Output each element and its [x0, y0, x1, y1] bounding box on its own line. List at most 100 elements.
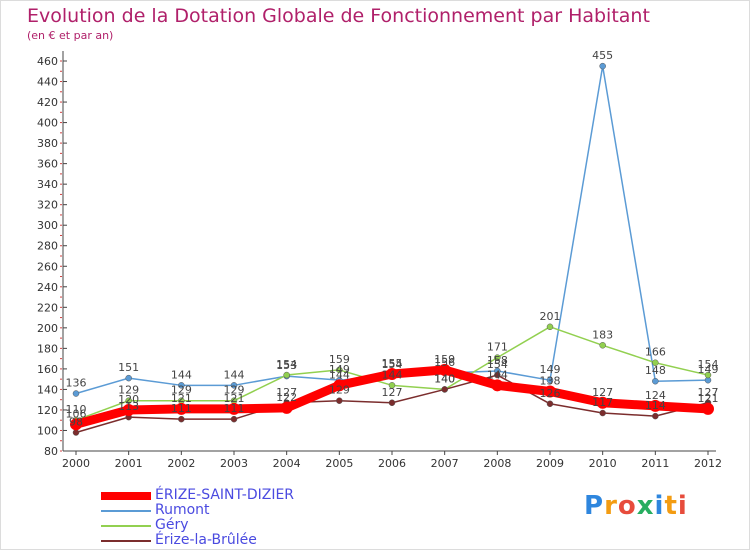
y-tick-label: 280 — [37, 240, 58, 253]
legend-item: Rumont — [101, 503, 294, 518]
legend-swatch — [101, 524, 151, 527]
data-label: 117 — [592, 396, 613, 409]
y-tick-label: 200 — [37, 322, 58, 335]
data-point — [491, 379, 504, 392]
chart-title: Evolution de la Dotation Globale de Fonc… — [27, 5, 650, 27]
y-tick-label: 80 — [44, 445, 58, 458]
data-label: 124 — [645, 389, 666, 402]
data-label: 127 — [698, 386, 719, 399]
data-label: 138 — [540, 374, 561, 387]
data-point — [125, 374, 132, 382]
proxiti-logo: Proxiti — [584, 491, 688, 521]
y-tick-label: 120 — [37, 404, 58, 417]
data-label: 159 — [434, 353, 455, 366]
legend-swatch — [101, 509, 151, 512]
data-label: 121 — [224, 392, 245, 405]
y-tick-label: 220 — [37, 301, 58, 314]
y-tick-label: 440 — [37, 76, 58, 89]
x-tick-label: 2000 — [62, 457, 90, 470]
chart-series — [70, 62, 714, 436]
legend-label: Géry — [155, 517, 189, 533]
data-point — [652, 359, 659, 366]
data-label: 455 — [592, 49, 613, 62]
data-point — [652, 377, 659, 385]
y-tick-label: 160 — [37, 363, 58, 376]
data-point — [230, 415, 238, 423]
data-point — [599, 62, 606, 70]
data-label: 122 — [276, 391, 297, 404]
data-point — [280, 401, 293, 414]
data-label: 144 — [382, 368, 403, 381]
y-tick-label: 360 — [37, 158, 58, 171]
data-point — [70, 418, 82, 431]
data-point — [546, 376, 554, 384]
legend-label: Érize-la-Brûlée — [155, 532, 257, 548]
data-label: 144 — [487, 368, 508, 381]
x-tick-label: 2010 — [589, 457, 617, 470]
legend-item: Géry — [101, 518, 294, 533]
data-label: 127 — [276, 386, 297, 399]
data-label: 140 — [434, 372, 455, 385]
data-point — [178, 382, 185, 389]
logo-letter: x — [636, 491, 655, 521]
legend-label: Rumont — [155, 502, 210, 518]
y-tick-label: 340 — [37, 178, 58, 191]
data-point — [546, 323, 554, 331]
data-label: 154 — [382, 358, 403, 371]
y-tick-label: 320 — [37, 199, 58, 212]
data-point — [704, 371, 712, 379]
y-tick-label: 260 — [37, 260, 58, 273]
data-point — [72, 429, 80, 436]
data-point — [336, 366, 343, 374]
legend-swatch — [101, 539, 151, 542]
y-tick-label: 100 — [37, 424, 58, 437]
data-point — [386, 368, 398, 381]
chart-legend: ÉRIZE-SAINT-DIZIER Rumont Géry Érize-la-Brû… — [101, 488, 294, 548]
data-point — [494, 371, 501, 379]
y-tick-label: 380 — [37, 137, 58, 150]
data-label: 121 — [698, 392, 719, 405]
data-label: 158 — [487, 354, 508, 367]
data-label: 126 — [540, 387, 561, 400]
data-label: 111 — [171, 402, 192, 415]
x-tick-label: 2001 — [115, 457, 143, 470]
data-point — [544, 385, 556, 398]
data-point — [441, 386, 448, 393]
logo-letter: P — [584, 491, 605, 521]
data-label: 98 — [69, 416, 83, 429]
logo-letter: i — [654, 491, 665, 521]
data-label: 149 — [329, 363, 350, 376]
data-label: 129 — [224, 384, 245, 397]
data-point — [228, 402, 240, 415]
data-label: 120 — [118, 393, 139, 406]
logo-letter: t — [664, 491, 678, 521]
chart-axes: 80 100 120 140 160 180 200 220 240 260 280 300 320 34… — [37, 51, 722, 470]
y-tick-label: 400 — [37, 117, 58, 130]
data-label: 149 — [540, 363, 561, 376]
data-label: 154 — [276, 358, 297, 371]
x-tick-label: 2003 — [220, 457, 248, 470]
data-point — [494, 354, 501, 361]
series-line-Rumont — [75, 65, 709, 395]
logo-letter: r — [604, 491, 618, 521]
data-point — [438, 363, 451, 376]
data-label: 154 — [487, 358, 508, 371]
data-point — [702, 402, 714, 415]
data-label: 106 — [66, 407, 87, 420]
data-point — [336, 397, 343, 404]
y-tick-label: 300 — [37, 219, 58, 232]
data-point — [72, 390, 80, 397]
y-tick-label: 140 — [37, 383, 58, 396]
data-point — [546, 400, 554, 408]
data-point — [175, 402, 188, 415]
data-label: 148 — [645, 364, 666, 377]
x-tick-label: 2005 — [325, 457, 353, 470]
y-tick-label: 420 — [37, 96, 58, 109]
data-label: 171 — [487, 341, 508, 354]
y-tick-label: 240 — [37, 281, 58, 294]
data-label: 149 — [698, 363, 719, 376]
data-point — [283, 371, 290, 379]
